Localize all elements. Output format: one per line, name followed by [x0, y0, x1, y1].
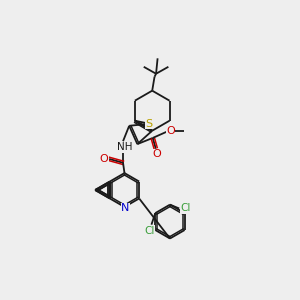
- Text: Cl: Cl: [144, 226, 154, 236]
- Text: O: O: [152, 149, 161, 159]
- Text: Cl: Cl: [180, 203, 190, 214]
- Text: NH: NH: [117, 142, 132, 152]
- Text: O: O: [99, 154, 108, 164]
- Text: O: O: [166, 126, 175, 136]
- Text: S: S: [146, 119, 153, 129]
- Text: N: N: [121, 203, 129, 214]
